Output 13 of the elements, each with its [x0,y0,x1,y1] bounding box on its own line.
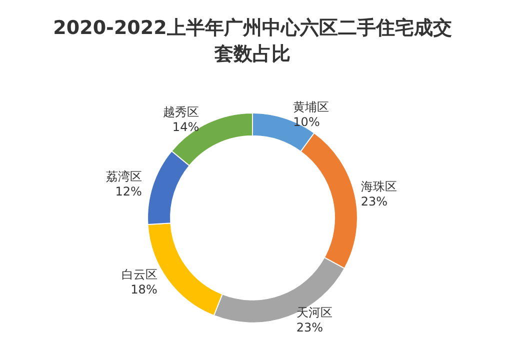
slice-label: 黄埔区 [293,100,330,114]
slice-label: 海珠区 [360,180,397,194]
slice-label: 荔湾区 [106,170,142,184]
data-label: 14% [172,120,200,134]
data-label: 10% [293,114,320,129]
slice-label: 天河区 [296,306,332,320]
chart-title: 2020-2022上半年广州中心六区二手住宅成交套数占比 [53,17,452,65]
data-label: 23% [360,194,388,209]
data-label: 18% [130,282,158,296]
slice-label: 越秀区 [163,104,200,119]
data-label: 23% [296,320,324,334]
slice-label: 白云区 [121,267,158,282]
data-label: 12% [115,184,142,199]
